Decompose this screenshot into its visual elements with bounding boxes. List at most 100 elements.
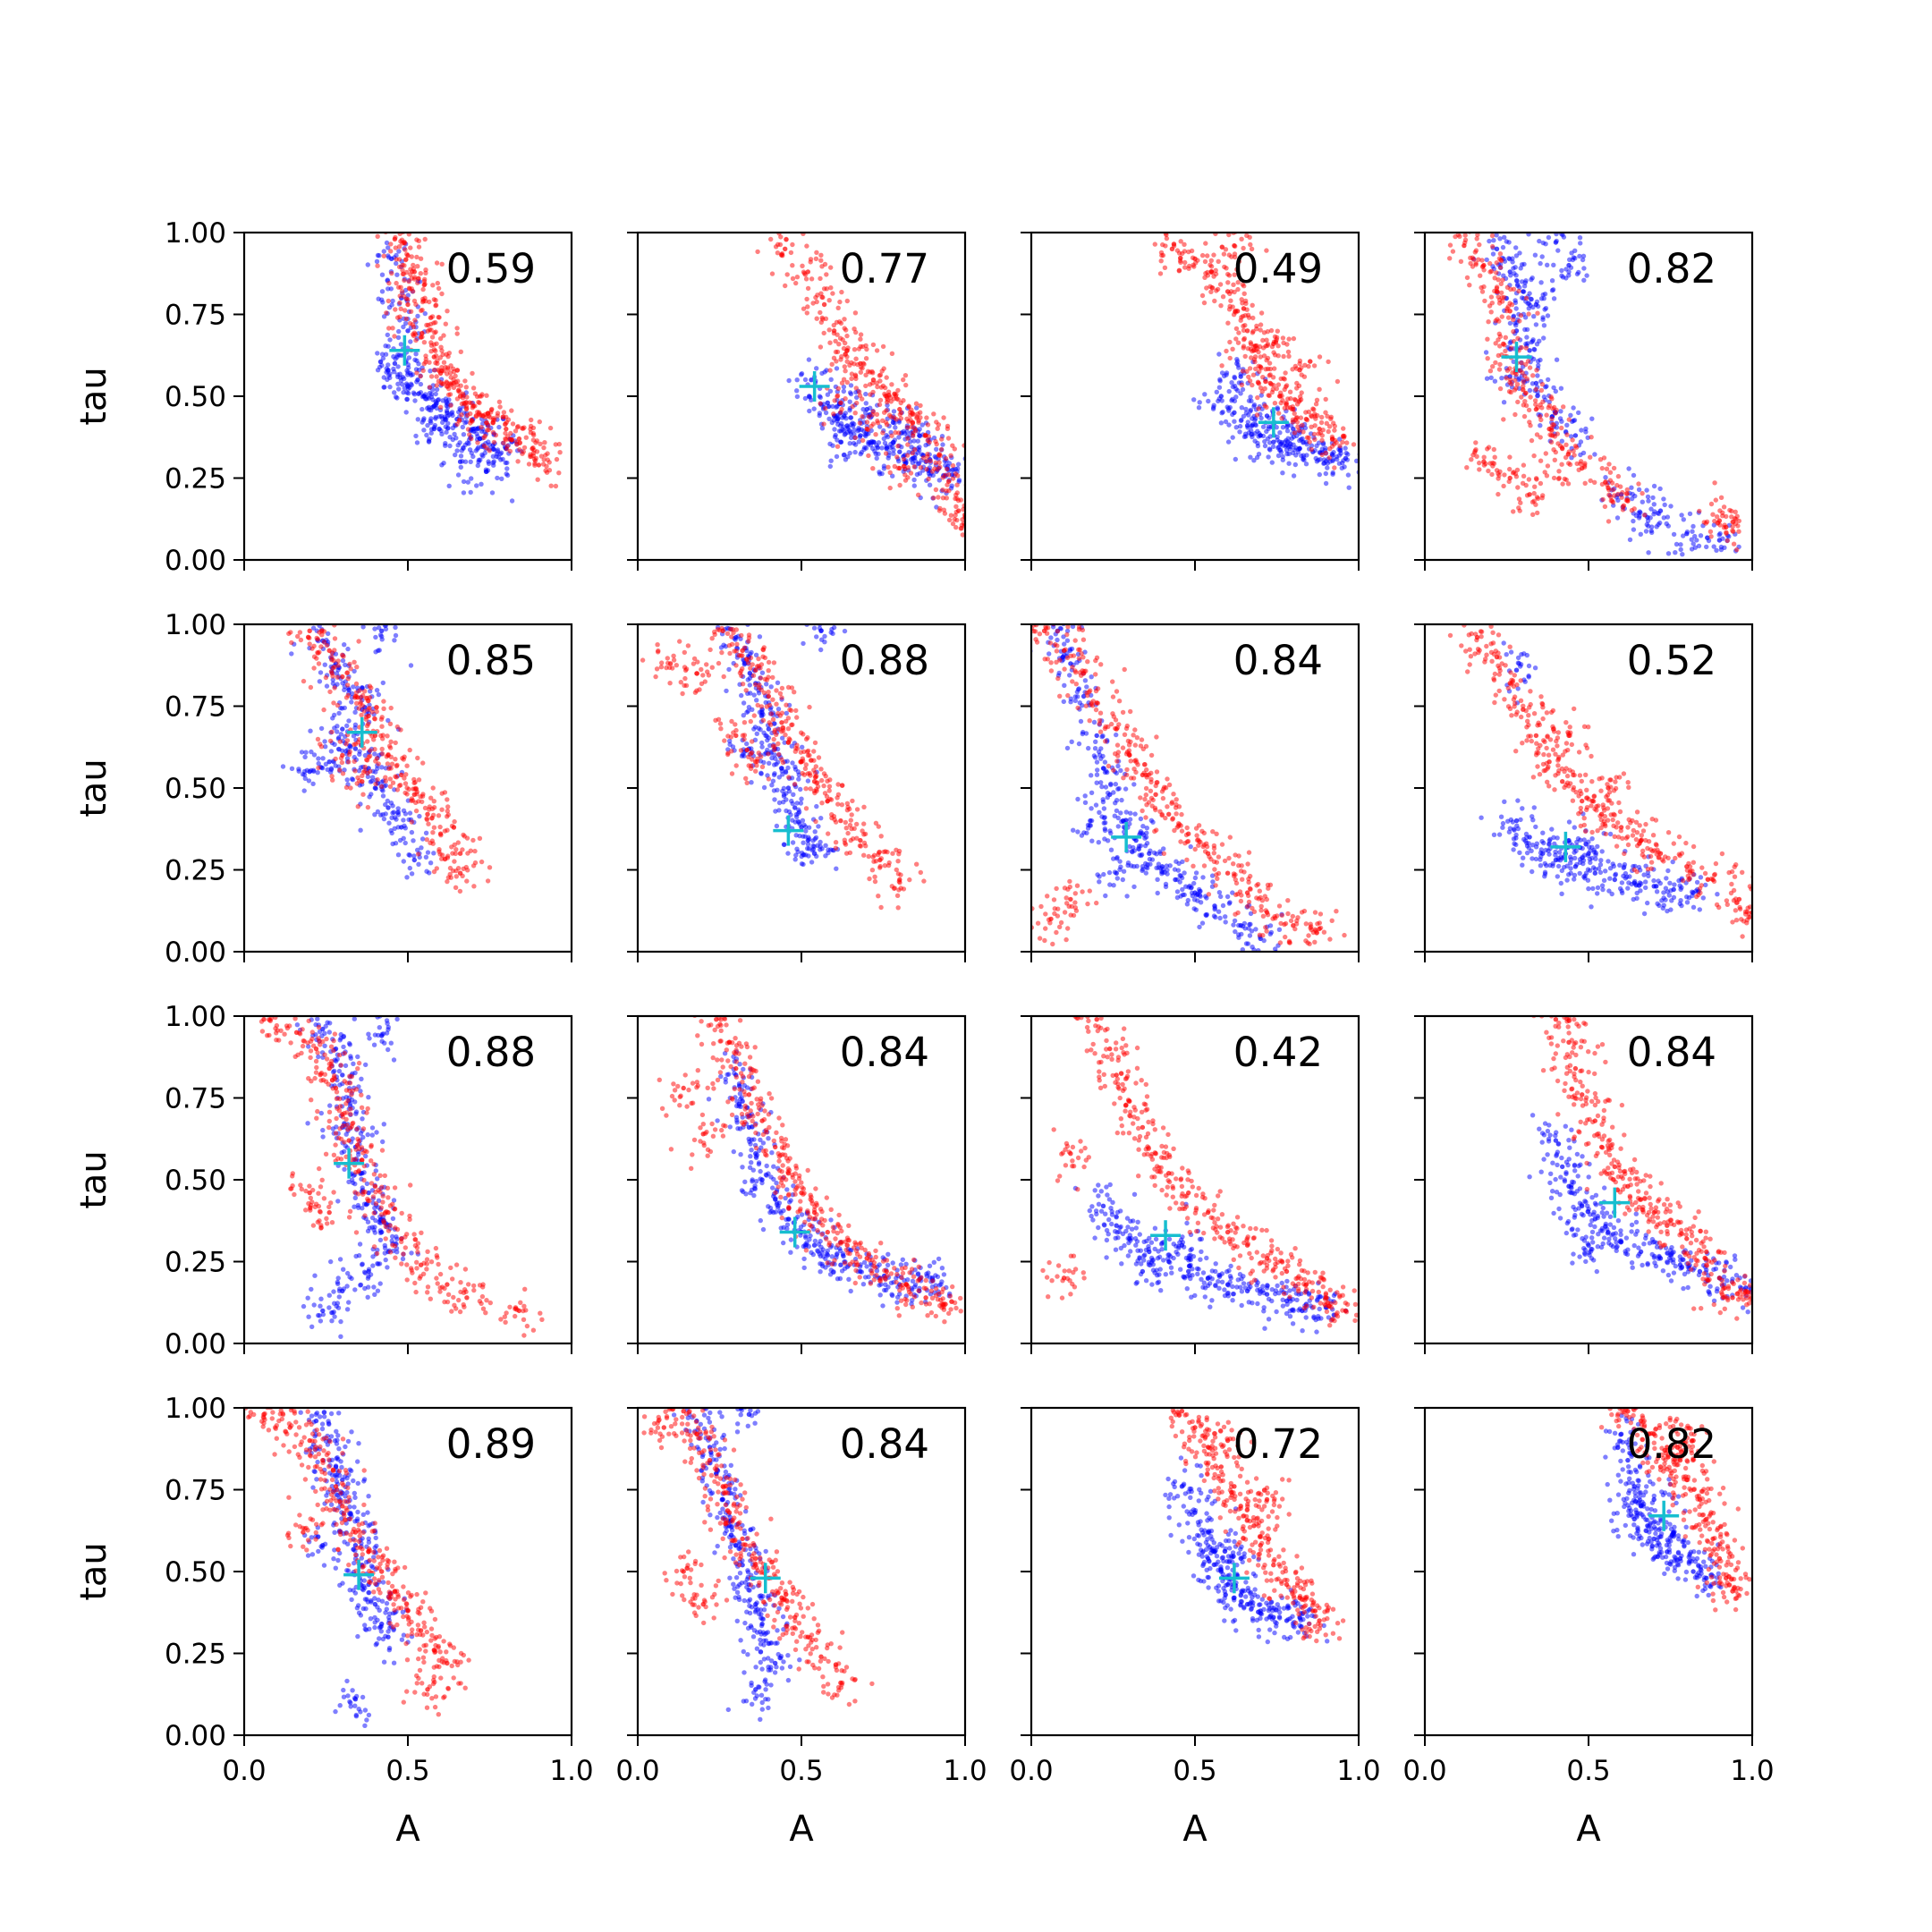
data-point [870,342,877,348]
data-point [1734,513,1740,519]
data-point [1504,376,1509,381]
data-point [1678,542,1683,547]
data-point [1298,415,1304,420]
data-point [784,797,789,802]
data-point [395,806,401,811]
data-point [1535,373,1540,378]
data-point [790,840,796,845]
data-point [318,741,323,747]
data-point [822,261,828,267]
data-point [868,392,873,397]
data-point [911,438,917,444]
data-point [1531,490,1537,496]
data-point [1224,289,1231,294]
data-point [721,674,726,680]
data-point [826,784,833,789]
data-point [344,738,351,743]
data-point [901,456,907,462]
data-point [785,851,791,856]
data-point [879,470,885,477]
data-point [403,772,409,777]
data-point [425,422,430,428]
data-point [924,415,929,420]
data-point [1521,462,1527,468]
data-point [1561,234,1567,240]
data-point [375,809,381,815]
data-point [870,411,876,418]
data-point [308,728,313,733]
data-point [342,642,347,648]
data-point [418,335,424,340]
data-point [367,683,373,689]
data-point [1527,387,1533,394]
data-point [917,433,922,438]
data-point [888,399,894,404]
data-point [436,315,442,320]
data-point [1285,436,1291,441]
scatter-panel-2: 0.77 [627,231,967,571]
data-point [1269,460,1275,465]
data-point [1539,254,1545,259]
data-point [835,305,841,310]
data-point [408,309,414,314]
data-point [1098,780,1104,785]
data-point [1140,864,1146,869]
data-point [1055,637,1060,643]
data-point [801,732,806,737]
data-point [1673,550,1678,555]
data-point [1329,444,1335,449]
data-point [1238,391,1243,396]
data-point [1176,860,1182,867]
data-point [1254,454,1260,461]
data-point [870,421,877,427]
data-point [1715,521,1721,526]
data-point [1218,303,1224,309]
data-point [1332,465,1337,470]
data-point [835,394,840,399]
data-point [541,445,547,451]
data-point [1258,386,1264,391]
data-point [827,463,833,470]
data-point [1306,363,1311,369]
data-point [386,362,391,368]
data-point [882,410,887,415]
data-point [1273,946,1278,952]
data-point [307,641,312,647]
data-point [793,280,799,286]
data-point [1342,433,1347,439]
data-point [1597,457,1604,462]
data-point [431,426,436,432]
data-point [1493,341,1498,346]
data-point [1230,304,1235,309]
data-point [1533,301,1539,308]
data-point [1708,534,1714,539]
data-point [890,473,895,479]
data-point [1192,256,1198,261]
data-point [1588,454,1593,460]
data-point [387,784,394,790]
data-point [395,381,401,386]
data-point [1482,298,1487,304]
data-point [890,419,896,425]
data-point [1490,364,1496,369]
data-point [712,631,717,637]
data-point [418,373,423,379]
data-point [335,746,342,752]
data-point [847,441,852,446]
correlation-label: 0.49 [1233,245,1323,292]
data-point [413,433,419,439]
data-point [775,741,781,747]
data-point [1490,463,1496,469]
data-point [1572,443,1579,449]
data-point [918,869,924,876]
data-point [942,472,948,478]
data-point [872,878,878,885]
data-point [466,441,471,446]
data-point [386,373,392,378]
data-point [1236,330,1241,335]
data-point [894,893,901,898]
data-point [807,394,812,399]
data-point [1246,374,1251,380]
data-point [1127,843,1132,850]
data-point [1254,412,1260,418]
